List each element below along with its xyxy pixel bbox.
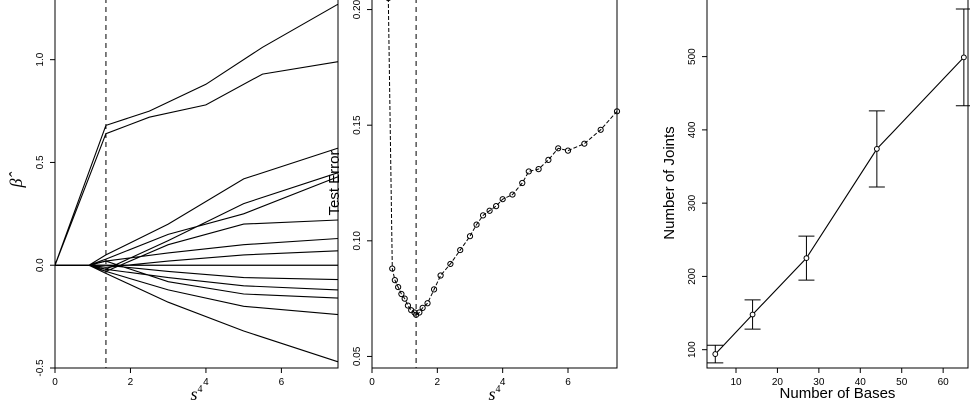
test-error-point bbox=[597, 126, 604, 133]
test-error-point bbox=[581, 140, 588, 147]
plot-frame bbox=[706, 0, 969, 369]
x-tick-label: 0 bbox=[52, 377, 58, 388]
coefficient-path bbox=[55, 147, 339, 266]
y-tick-label: 0.5 bbox=[35, 155, 46, 169]
x-tick-label: 30 bbox=[813, 377, 825, 388]
plot-frame bbox=[371, 0, 618, 369]
y-tick-label: 0.15 bbox=[352, 115, 363, 135]
test-error-line bbox=[387, 0, 618, 316]
x-tick-label: 50 bbox=[896, 377, 908, 388]
y-tick-label: 0.0 bbox=[35, 258, 46, 272]
y-tick-label: 100 bbox=[687, 341, 698, 358]
test-error-point bbox=[391, 277, 398, 284]
test-error-point bbox=[447, 260, 454, 268]
test-error-point bbox=[493, 203, 500, 210]
y-tick-label: 0.05 bbox=[352, 346, 363, 366]
joints-point bbox=[873, 146, 880, 152]
joints-point bbox=[712, 351, 719, 357]
test-error-point bbox=[545, 156, 552, 163]
x-axis-label: Number of Bases bbox=[780, 385, 896, 400]
y-axis-label: Test Error bbox=[326, 150, 343, 215]
y-tick-label: 300 bbox=[687, 194, 698, 211]
y-tick-label: 500 bbox=[687, 48, 698, 65]
y-tick-label: 200 bbox=[687, 268, 698, 285]
coefficient-path-panel: 0 2 4 6 -0.5 0.0 0.5 1.0 s4 β̂ bbox=[6, 0, 339, 400]
joints-vs-bases-panel: 10 20 30 40 50 60 100 200 300 400 500 Number of Bas… bbox=[661, 0, 970, 400]
plot-frame bbox=[54, 0, 339, 369]
test-error-point bbox=[473, 221, 480, 228]
x-tick-label: 4 bbox=[203, 377, 209, 388]
coefficient-path bbox=[54, 3, 339, 266]
x-tick-label: 2 bbox=[128, 377, 134, 388]
y-tick-label: 1.0 bbox=[35, 52, 46, 66]
x-tick-label: 0 bbox=[369, 377, 375, 388]
coefficient-path bbox=[55, 264, 339, 316]
coefficient-path bbox=[55, 172, 339, 270]
test-error-point bbox=[395, 283, 402, 291]
test-error-point bbox=[486, 207, 493, 214]
test-error-point bbox=[519, 179, 526, 187]
x-tick-label: 20 bbox=[772, 377, 784, 388]
y-axis-label: Number of Joints bbox=[661, 126, 678, 239]
joints-point bbox=[803, 255, 810, 261]
coefficient-path bbox=[54, 61, 339, 266]
test-error-point bbox=[424, 300, 431, 307]
joints-point bbox=[749, 311, 756, 318]
test-error-point bbox=[479, 212, 487, 219]
coefficient-path bbox=[55, 237, 339, 266]
y-axis-label: β̂ bbox=[6, 172, 26, 189]
coefficient-path bbox=[55, 176, 339, 266]
x-tick-label: 2 bbox=[435, 377, 441, 388]
y-tick-label: 0.20 bbox=[352, 0, 363, 19]
test-error-point bbox=[430, 286, 438, 293]
test-error-point bbox=[385, 0, 391, 2]
test-error-point bbox=[419, 304, 426, 311]
x-tick-label: 60 bbox=[938, 377, 950, 388]
joints-point bbox=[960, 54, 967, 61]
test-error-point bbox=[457, 246, 464, 254]
x-axis-label: s4 bbox=[488, 384, 500, 400]
test-error-point bbox=[613, 108, 621, 115]
test-error-point bbox=[535, 166, 542, 173]
test-error-point bbox=[401, 295, 408, 302]
x-axis-label: s4 bbox=[190, 384, 202, 400]
y-tick-label: -0.5 bbox=[35, 359, 46, 377]
y-tick-label: 400 bbox=[687, 121, 698, 138]
test-error-point bbox=[564, 147, 572, 154]
x-tick-label: 40 bbox=[855, 377, 867, 388]
test-error-point bbox=[416, 309, 423, 316]
test-error-point bbox=[404, 302, 412, 309]
x-tick-label: 10 bbox=[730, 377, 742, 388]
x-tick-label: 4 bbox=[500, 377, 506, 388]
test-error-point bbox=[466, 233, 474, 240]
coefficient-path bbox=[55, 264, 339, 363]
test-error-panel: 0 2 4 6 0.05 0.10 0.15 0.20 s4 Test Error bbox=[326, 0, 621, 400]
test-error-point bbox=[555, 145, 562, 152]
x-tick-label: 6 bbox=[279, 377, 285, 388]
x-tick-label: 6 bbox=[565, 377, 571, 388]
test-error-point bbox=[509, 191, 516, 198]
test-error-point bbox=[525, 168, 532, 175]
test-error-point bbox=[499, 196, 506, 203]
test-error-point bbox=[398, 290, 405, 298]
y-tick-label: 0.10 bbox=[352, 231, 363, 251]
test-error-point bbox=[437, 272, 444, 279]
test-error-point bbox=[389, 265, 396, 272]
